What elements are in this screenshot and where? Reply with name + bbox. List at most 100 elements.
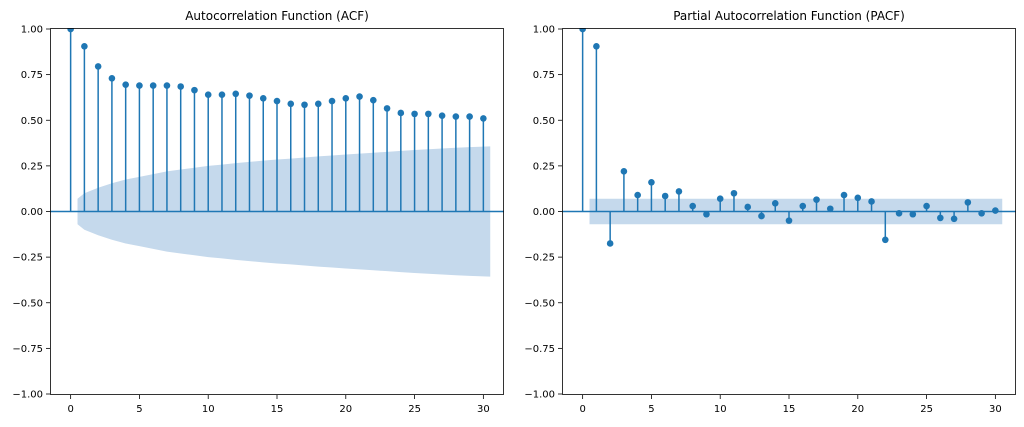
acf-point bbox=[438, 112, 446, 119]
acf-ytick-label: 0.50 bbox=[21, 116, 43, 127]
pacf-xtick-label: 30 bbox=[989, 404, 1002, 415]
pacf-xtick-label: 5 bbox=[648, 404, 654, 415]
acf-point bbox=[149, 82, 157, 89]
acf-point bbox=[480, 115, 487, 122]
pacf-ytick-label: −0.25 bbox=[524, 253, 555, 264]
pacf-ytick-label: 0.00 bbox=[533, 207, 555, 218]
pacf-plot-area bbox=[562, 28, 1016, 247]
pacf-point bbox=[730, 189, 738, 197]
acf-point bbox=[204, 91, 212, 98]
acf-point bbox=[287, 100, 295, 108]
pacf-point bbox=[675, 188, 683, 195]
pacf-point bbox=[661, 192, 669, 200]
pacf-ytick-label: 0.75 bbox=[533, 70, 555, 81]
pacf-point bbox=[950, 215, 958, 223]
pacf-point bbox=[716, 195, 724, 203]
pacf-point bbox=[634, 191, 641, 199]
pacf-xtick-label: 10 bbox=[714, 404, 727, 415]
pacf-ytick-label: −0.50 bbox=[524, 298, 555, 309]
pacf-title: Partial Autocorrelation Function (PACF) bbox=[673, 9, 905, 23]
acf-xtick-label: 25 bbox=[408, 404, 421, 415]
pacf-ytick-label: 1.00 bbox=[533, 25, 555, 36]
pacf-point bbox=[923, 202, 930, 210]
pacf-point bbox=[826, 205, 834, 213]
acf-point bbox=[342, 95, 350, 102]
pacf-point bbox=[882, 236, 889, 244]
pacf-point bbox=[992, 207, 999, 214]
acf-xtick-label: 5 bbox=[136, 404, 142, 415]
pacf-point bbox=[606, 240, 614, 247]
pacf-point bbox=[620, 168, 628, 175]
acf-xtick-label: 30 bbox=[477, 404, 490, 415]
pacf-ytick-label: −0.75 bbox=[524, 344, 555, 355]
acf-point bbox=[163, 82, 171, 89]
acf-xtick-label: 0 bbox=[67, 404, 73, 415]
acf-ytick-label: 1.00 bbox=[21, 25, 43, 36]
acf-ytick-label: 0.00 bbox=[21, 207, 43, 218]
acf-title: Autocorrelation Function (ACF) bbox=[185, 9, 369, 23]
acf-panel: −1.00 −0.75 −0.50 −0.25 0.00 0.25 0.50 0.75 1.00… bbox=[12, 9, 504, 415]
acf-xtick-label: 15 bbox=[271, 404, 284, 415]
acf-axes-frame bbox=[50, 28, 504, 395]
pacf-point bbox=[593, 43, 600, 50]
acf-point bbox=[273, 97, 281, 105]
acf-point bbox=[108, 74, 116, 82]
acf-point bbox=[122, 81, 129, 88]
acf-point bbox=[136, 82, 143, 89]
pacf-point bbox=[937, 214, 944, 222]
acf-point bbox=[397, 109, 405, 117]
pacf-point bbox=[758, 212, 765, 220]
acf-point bbox=[246, 92, 253, 99]
acf-point bbox=[81, 43, 88, 50]
acf-point bbox=[370, 96, 377, 104]
acf-point bbox=[177, 83, 184, 90]
pacf-point bbox=[799, 202, 807, 210]
acf-ytick-label: 0.75 bbox=[21, 70, 43, 81]
pacf-point bbox=[964, 199, 972, 206]
pacf-point bbox=[854, 194, 862, 202]
acf-point bbox=[301, 101, 308, 109]
pacf-point bbox=[771, 199, 779, 207]
acf-ytick-label: −1.00 bbox=[12, 390, 43, 401]
pacf-point bbox=[703, 210, 710, 218]
acf-point bbox=[191, 86, 198, 94]
pacf-xtick-label: 0 bbox=[579, 404, 585, 415]
acf-point bbox=[232, 90, 240, 98]
pacf-xtick-label: 15 bbox=[783, 404, 796, 415]
pacf-point bbox=[895, 210, 903, 217]
acf-point bbox=[314, 100, 322, 108]
acf-ytick-label: −0.25 bbox=[12, 253, 43, 264]
pacf-xtick-label: 20 bbox=[851, 404, 864, 415]
acf-point bbox=[328, 97, 336, 105]
acf-ytick-label: −0.50 bbox=[12, 298, 43, 309]
acf-point bbox=[452, 113, 460, 120]
pacf-point bbox=[978, 210, 985, 217]
pacf-point bbox=[689, 202, 696, 210]
acf-xtick-label: 10 bbox=[202, 404, 215, 415]
acf-ytick-label: 0.25 bbox=[21, 161, 43, 172]
pacf-ytick-label: 0.50 bbox=[533, 116, 555, 127]
acf-point bbox=[94, 63, 102, 70]
acf-point bbox=[356, 93, 363, 100]
pacf-point bbox=[909, 210, 917, 218]
acf-plot-area bbox=[50, 28, 504, 277]
acf-point bbox=[383, 105, 391, 112]
acf-point bbox=[411, 110, 418, 118]
acf-point bbox=[259, 95, 267, 102]
pacf-point bbox=[744, 203, 752, 211]
acf-point bbox=[67, 28, 74, 33]
pacf-point bbox=[840, 191, 848, 199]
pacf-point bbox=[785, 217, 793, 224]
acf-xtick-label: 20 bbox=[339, 404, 352, 415]
pacf-ytick-label: −1.00 bbox=[524, 390, 555, 401]
acf-point bbox=[425, 110, 432, 118]
pacf-xtick-label: 25 bbox=[920, 404, 933, 415]
pacf-point bbox=[868, 198, 875, 205]
pacf-panel: −1.00 −0.75 −0.50 −0.25 0.00 0.25 0.50 0.75 1.00… bbox=[524, 9, 1016, 415]
pacf-point bbox=[648, 179, 655, 186]
pacf-axes-frame bbox=[562, 28, 1016, 395]
acf-point bbox=[466, 113, 473, 120]
pacf-point bbox=[579, 28, 586, 33]
